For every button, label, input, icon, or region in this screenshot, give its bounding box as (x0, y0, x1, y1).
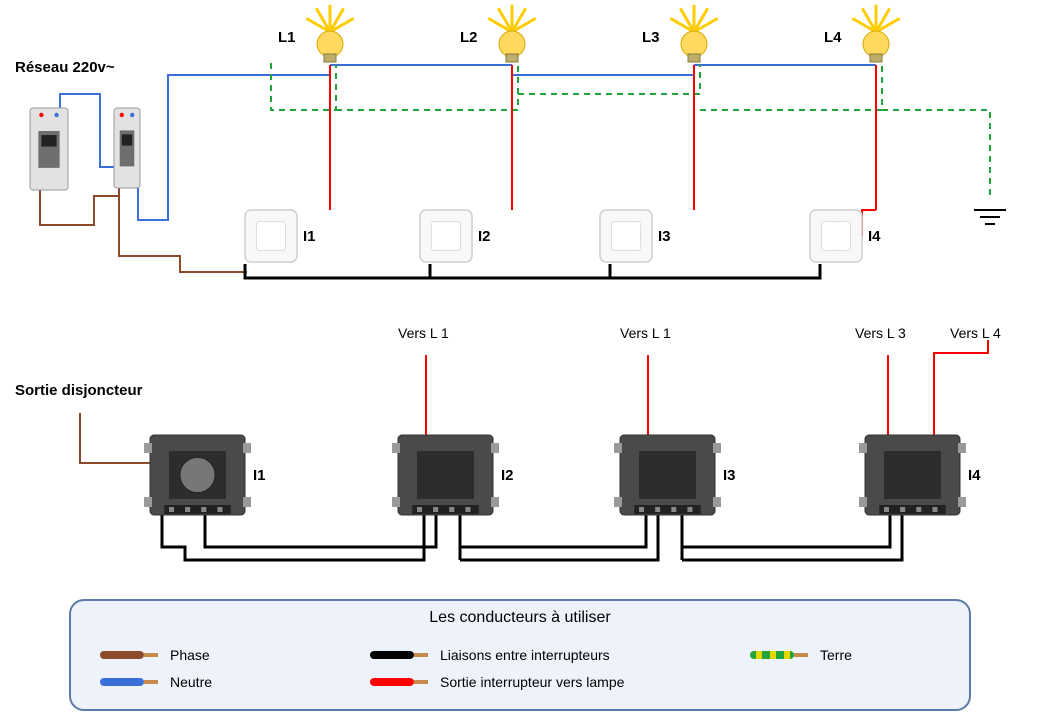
lamp-label: L4 (824, 29, 842, 46)
lamp-label: L3 (642, 29, 660, 46)
wire (460, 515, 646, 547)
switch-back (859, 435, 966, 515)
switch-back (392, 435, 499, 515)
reseau-label: Réseau 220v~ (15, 59, 115, 76)
wire (205, 515, 436, 547)
wire (162, 515, 424, 560)
legend-title: Les conducteurs à utiliser (429, 609, 611, 626)
switch-back-label: I1 (253, 467, 266, 484)
vers-label: Vers L 1 (620, 325, 671, 341)
circuit-breaker (30, 108, 68, 190)
svg-text:Terre: Terre (820, 647, 852, 663)
vers-label: Vers L 4 (950, 325, 1001, 341)
circuit-breaker (114, 108, 140, 188)
switch-label: I2 (478, 228, 491, 245)
switch-back (614, 435, 721, 515)
wire (460, 515, 658, 560)
switch-back (144, 435, 251, 515)
wall-switch (810, 210, 862, 262)
wire (682, 515, 902, 560)
switch-label: I1 (303, 228, 316, 245)
switch-back-label: I4 (968, 467, 981, 484)
lamp-icon (489, 6, 534, 62)
switch-back-label: I3 (723, 467, 736, 484)
lamp-label: L1 (278, 29, 296, 46)
vers-label: Vers L 3 (855, 325, 906, 341)
lamp-icon (671, 6, 716, 62)
wire (40, 108, 247, 272)
wire (271, 63, 990, 200)
wire (682, 515, 890, 547)
switch-label: I4 (868, 228, 881, 245)
lamp-icon (853, 6, 898, 62)
vers-label: Vers L 1 (398, 325, 449, 341)
wall-switch (420, 210, 472, 262)
wall-switch (600, 210, 652, 262)
sortie-label: Sortie disjoncteur (15, 382, 143, 399)
wire (60, 65, 876, 220)
lamp-label: L2 (460, 29, 478, 46)
svg-text:Phase: Phase (170, 647, 210, 663)
lamp-icon (307, 6, 352, 62)
wire (245, 264, 820, 278)
switch-label: I3 (658, 228, 671, 245)
svg-text:Neutre: Neutre (170, 674, 212, 690)
wall-switch (245, 210, 297, 262)
svg-text:Sortie interrupteur vers lampe: Sortie interrupteur vers lampe (440, 674, 625, 690)
switch-back-label: I2 (501, 467, 514, 484)
svg-text:Liaisons entre interrupteurs: Liaisons entre interrupteurs (440, 647, 610, 663)
wire (862, 65, 876, 236)
ground-symbol (974, 210, 1006, 224)
wire (934, 340, 988, 435)
